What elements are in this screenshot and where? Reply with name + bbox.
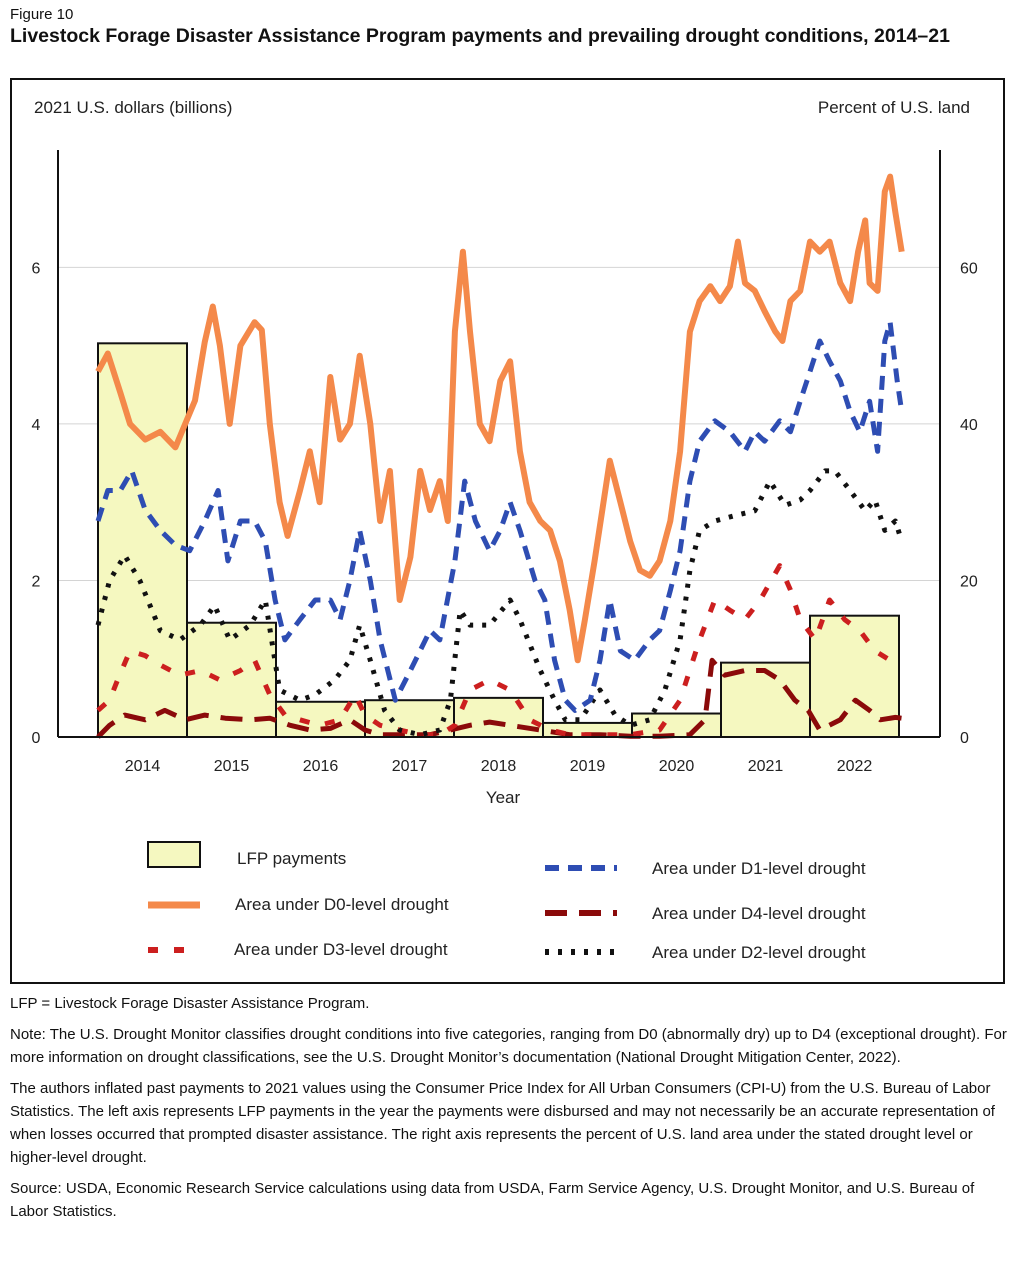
x-tick-label: 2019 bbox=[570, 758, 606, 775]
figure-label: Figure 10 bbox=[10, 6, 74, 23]
legend-label: Area under D2-level drought bbox=[652, 943, 866, 962]
series-line-area-under-d3-level-drought bbox=[96, 563, 902, 738]
chart-frame bbox=[10, 78, 1005, 984]
inflation-note: The authors inflated past payments to 20… bbox=[10, 1080, 995, 1166]
chart: 2021 U.S. dollars (billions) Percent of … bbox=[32, 98, 978, 962]
series-line-area-under-d4-level-drought bbox=[96, 657, 903, 739]
x-tick-label: 2018 bbox=[481, 758, 517, 775]
legend-label: Area under D1-level drought bbox=[652, 859, 866, 878]
legend-label: Area under D4-level drought bbox=[652, 904, 866, 923]
right-tick-label: 60 bbox=[960, 260, 978, 277]
x-axis-label: Year bbox=[486, 788, 521, 807]
x-tick-label: 2016 bbox=[303, 758, 339, 775]
left-tick-label: 2 bbox=[32, 573, 41, 590]
bar-lfp-payment bbox=[631, 712, 722, 739]
x-tick-label: 2021 bbox=[748, 758, 784, 775]
x-tick-label: 2014 bbox=[125, 758, 161, 775]
right-tick-label: 20 bbox=[960, 573, 978, 590]
series-line-area-under-d2-level-drought bbox=[95, 468, 905, 738]
right-tick-label: 40 bbox=[960, 417, 978, 434]
drought-note: Note: The U.S. Drought Monitor classifie… bbox=[10, 1026, 1007, 1066]
left-axis-label: 2021 U.S. dollars (billions) bbox=[34, 98, 232, 117]
x-tick-label: 2017 bbox=[392, 758, 428, 775]
x-tick-label: 2015 bbox=[214, 758, 250, 775]
legend-label: Area under D0-level drought bbox=[235, 895, 449, 914]
x-tick-label: 2020 bbox=[659, 758, 695, 775]
left-tick-label: 4 bbox=[32, 417, 41, 434]
notes: LFP = Livestock Forage Disaster Assistan… bbox=[10, 992, 1010, 1231]
right-axis-label: Percent of U.S. land bbox=[818, 98, 970, 117]
abbreviation-note: LFP = Livestock Forage Disaster Assistan… bbox=[10, 995, 370, 1012]
x-tick-label: 2022 bbox=[837, 758, 873, 775]
series-line-area-under-d1-level-drought bbox=[95, 319, 905, 713]
bar-lfp-payment bbox=[453, 696, 544, 738]
left-tick-label: 6 bbox=[32, 260, 41, 277]
source-note: Source: USDA, Economic Research Service … bbox=[10, 1180, 975, 1220]
series-line-area-under-d0-level-drought bbox=[95, 173, 905, 664]
left-tick-label: 0 bbox=[32, 730, 41, 747]
legend-label: LFP payments bbox=[237, 849, 346, 868]
legend-swatch-lfp bbox=[147, 841, 201, 868]
right-tick-label: 0 bbox=[960, 730, 969, 747]
bar-lfp-payment bbox=[275, 700, 366, 739]
legend-label: Area under D3-level drought bbox=[234, 940, 448, 959]
figure-title: Livestock Forage Disaster Assistance Pro… bbox=[10, 25, 950, 47]
